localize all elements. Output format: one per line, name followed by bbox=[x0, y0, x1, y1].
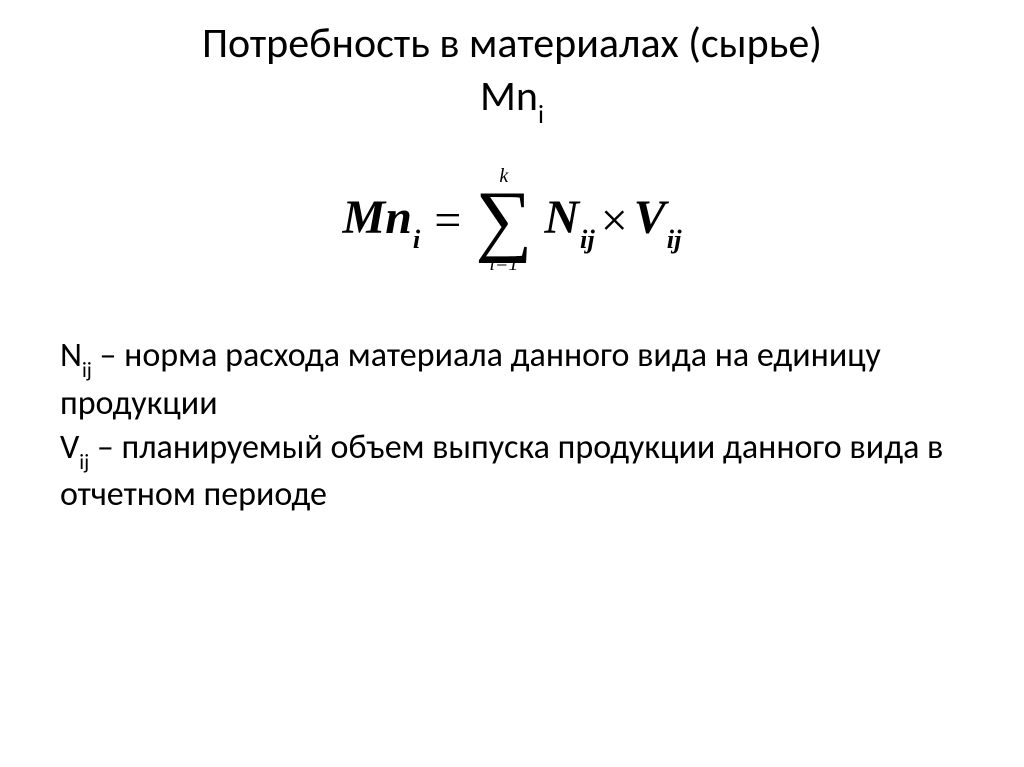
slide: Потребность в материалах (сырье) Mni Mni… bbox=[0, 0, 1024, 767]
term-v-main: V bbox=[634, 191, 666, 244]
title-line2-sub: i bbox=[538, 98, 544, 130]
definition-v: Vij – планируемый объем выпуска продукци… bbox=[60, 426, 964, 517]
formula-inner: Mni = k ∑ i=1 Nij × Vij bbox=[343, 166, 682, 274]
lhs-main: Mn bbox=[343, 191, 412, 244]
summation: k ∑ i=1 bbox=[475, 166, 532, 274]
def-v-symbol: V bbox=[60, 427, 79, 468]
term-n-sub: ij bbox=[580, 224, 595, 254]
lhs-sub: i bbox=[413, 224, 420, 254]
term-n: Nij bbox=[544, 190, 594, 251]
term-n-main: N bbox=[544, 191, 579, 244]
def-n-text: – норма расхода материала данного вида н… bbox=[60, 335, 881, 423]
def-n-symbol: N bbox=[60, 335, 82, 376]
title-line1: Потребность в материалах (сырье) bbox=[202, 18, 822, 69]
formula-lhs: Mni bbox=[343, 190, 421, 251]
formula: Mni = k ∑ i=1 Nij × Vij bbox=[60, 166, 964, 274]
times-symbol: × bbox=[601, 193, 628, 248]
term-v: Vij bbox=[634, 190, 682, 251]
definitions: Nij – норма расхода материала данного ви… bbox=[60, 334, 964, 517]
term-v-sub: ij bbox=[667, 224, 682, 254]
title-line2-main: Mn bbox=[480, 71, 538, 122]
definition-n: Nij – норма расхода материала данного ви… bbox=[60, 334, 964, 425]
slide-title: Потребность в материалах (сырье) Mni bbox=[60, 18, 964, 126]
equals-sign: = bbox=[434, 193, 461, 248]
sum-lower: i=1 bbox=[489, 254, 518, 274]
sigma-symbol: ∑ bbox=[475, 186, 532, 254]
def-n-sub: ij bbox=[82, 357, 92, 383]
def-v-sub: ij bbox=[79, 449, 89, 475]
def-v-text: – планируемый объем выпуска продукции да… bbox=[60, 427, 943, 515]
